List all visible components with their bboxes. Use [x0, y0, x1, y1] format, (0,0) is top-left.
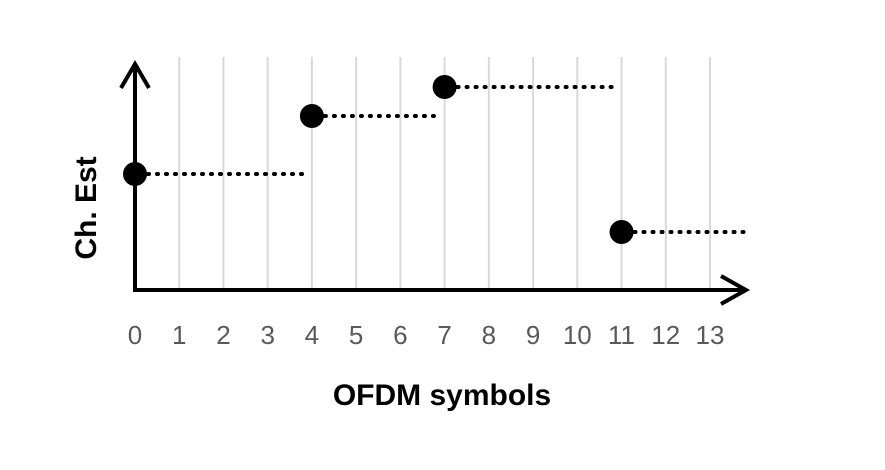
data-point: [609, 220, 634, 244]
hold-lines: [137, 85, 751, 234]
data-point: [432, 75, 457, 99]
x-tick-label: 0: [128, 320, 142, 350]
grid-lines: [178, 57, 711, 290]
x-tick-label: 12: [651, 320, 680, 350]
x-tick-label: 7: [437, 320, 451, 350]
x-axis-arrow: [720, 274, 751, 306]
x-tick-label: 4: [305, 320, 319, 350]
x-tick-label: 13: [696, 320, 725, 350]
x-tick-label: 2: [216, 320, 230, 350]
x-tick-label: 3: [260, 320, 274, 350]
x-tick-label: 6: [393, 320, 407, 350]
data-point: [123, 162, 147, 186]
x-axis-title: OFDM symbols: [333, 379, 551, 412]
x-tick-labels: 0 1 2 3 4 5 6 7 8 9 10 11 12 13: [128, 320, 725, 350]
x-tick-label: 11: [608, 320, 635, 350]
data-point: [299, 104, 324, 128]
y-axis-arrow: [119, 60, 151, 90]
x-tick-label: 5: [349, 320, 363, 350]
x-tick-label: 9: [526, 320, 540, 350]
y-axis-title: Ch. Est: [70, 156, 103, 259]
x-tick-label: 8: [482, 320, 496, 350]
x-tick-label: 1: [172, 320, 186, 350]
data-points: [123, 75, 634, 244]
x-tick-label: 10: [563, 320, 592, 350]
